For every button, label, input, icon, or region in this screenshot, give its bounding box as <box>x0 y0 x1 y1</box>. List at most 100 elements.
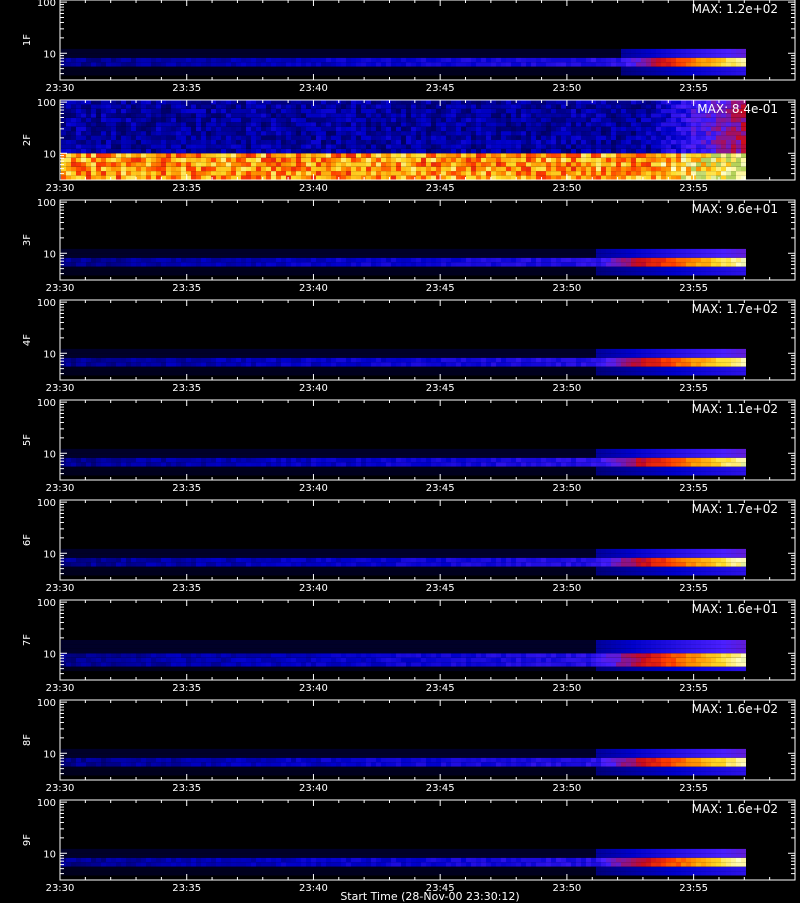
heatmap-cell <box>231 358 236 362</box>
heatmap-cell <box>271 362 276 366</box>
heatmap-cell <box>216 367 221 371</box>
heatmap-cell <box>306 267 311 271</box>
heatmap-cell <box>441 153 446 157</box>
heatmap-cell <box>251 49 256 53</box>
heatmap-cell <box>311 109 316 113</box>
heatmap-cell <box>71 109 76 113</box>
heatmap-cell <box>316 122 321 126</box>
heatmap-cell <box>231 349 236 353</box>
heatmap-cell <box>341 176 346 180</box>
heatmap-cell <box>141 358 146 362</box>
heatmap-cell <box>376 100 381 104</box>
heatmap-cell <box>211 127 216 131</box>
heatmap-cell <box>241 353 246 357</box>
heatmap-cell <box>266 358 271 362</box>
heatmap-cell <box>681 58 686 62</box>
heatmap-cell <box>721 262 726 266</box>
heatmap-cell <box>256 144 261 148</box>
heatmap-cell <box>86 71 91 75</box>
heatmap-cell <box>541 158 546 162</box>
heatmap-cell <box>401 162 406 166</box>
heatmap-cell <box>126 109 131 113</box>
heatmap-cell <box>656 158 661 162</box>
heatmap-cell <box>221 153 226 157</box>
heatmap-cell <box>446 249 451 253</box>
x-tick-label: 23:45 <box>426 283 455 294</box>
heatmap-cell <box>431 158 436 162</box>
heatmap-cell <box>291 118 296 122</box>
heatmap-cell <box>281 109 286 113</box>
heatmap-cell <box>271 171 276 175</box>
heatmap-cell <box>141 153 146 157</box>
heatmap-cell <box>426 167 431 171</box>
heatmap-cell <box>256 49 261 53</box>
heatmap-cell <box>641 113 646 117</box>
heatmap-cell <box>706 67 711 71</box>
heatmap-cell <box>136 262 141 266</box>
heatmap-cell <box>741 162 746 166</box>
heatmap-cell <box>101 271 106 275</box>
heatmap-cell <box>496 153 501 157</box>
heatmap-cell <box>436 67 441 71</box>
heatmap-cell <box>301 149 306 153</box>
heatmap-cell <box>286 367 291 371</box>
heatmap-cell <box>516 58 521 62</box>
heatmap-cell <box>391 131 396 135</box>
heatmap-cell <box>206 127 211 131</box>
heatmap-cell <box>476 149 481 153</box>
heatmap-cell <box>591 136 596 140</box>
heatmap-cell <box>236 249 241 253</box>
heatmap-cell <box>431 113 436 117</box>
heatmap-cell <box>86 122 91 126</box>
heatmap-cell <box>216 122 221 126</box>
heatmap-cell <box>116 53 121 57</box>
heatmap-cell <box>71 140 76 144</box>
heatmap-cell <box>741 67 746 71</box>
heatmap-cell <box>491 249 496 253</box>
heatmap-cell <box>681 136 686 140</box>
heatmap-cell <box>316 71 321 75</box>
heatmap-cell <box>491 109 496 113</box>
heatmap-cell <box>381 349 386 353</box>
heatmap-cell <box>221 53 226 57</box>
heatmap-cell <box>181 358 186 362</box>
heatmap-cell <box>346 113 351 117</box>
heatmap-cell <box>186 67 191 71</box>
heatmap-cell <box>161 167 166 171</box>
heatmap-cell <box>501 127 506 131</box>
heatmap-cell <box>81 249 86 253</box>
heatmap-cell <box>611 171 616 175</box>
heatmap-cell <box>66 253 71 257</box>
heatmap-cell <box>716 67 721 71</box>
heatmap-cell <box>371 271 376 275</box>
heatmap-cell <box>441 131 446 135</box>
heatmap-cell <box>721 131 726 135</box>
heatmap-cell <box>446 253 451 257</box>
heatmap-cell <box>86 267 91 271</box>
heatmap-cell <box>566 253 571 257</box>
heatmap-cell <box>506 113 511 117</box>
heatmap-cell <box>156 67 161 71</box>
heatmap-cell <box>386 349 391 353</box>
heatmap-cell <box>321 371 326 375</box>
heatmap-cell <box>576 262 581 266</box>
heatmap-cell <box>181 158 186 162</box>
heatmap-cell <box>711 262 716 266</box>
heatmap-cell <box>641 144 646 148</box>
heatmap-cell <box>266 262 271 266</box>
heatmap-cell <box>436 158 441 162</box>
heatmap-cell <box>156 140 161 144</box>
heatmap-cell <box>386 118 391 122</box>
heatmap-cell <box>736 53 741 57</box>
heatmap-cell <box>331 153 336 157</box>
heatmap-cell <box>656 109 661 113</box>
heatmap-cell <box>606 176 611 180</box>
heatmap-cell <box>161 153 166 157</box>
heatmap-cell <box>121 58 126 62</box>
heatmap-cell <box>351 118 356 122</box>
heatmap-cell <box>206 258 211 262</box>
heatmap-cell <box>661 267 666 271</box>
heatmap-cell <box>511 127 516 131</box>
heatmap-cell <box>481 122 486 126</box>
heatmap-cell <box>121 136 126 140</box>
